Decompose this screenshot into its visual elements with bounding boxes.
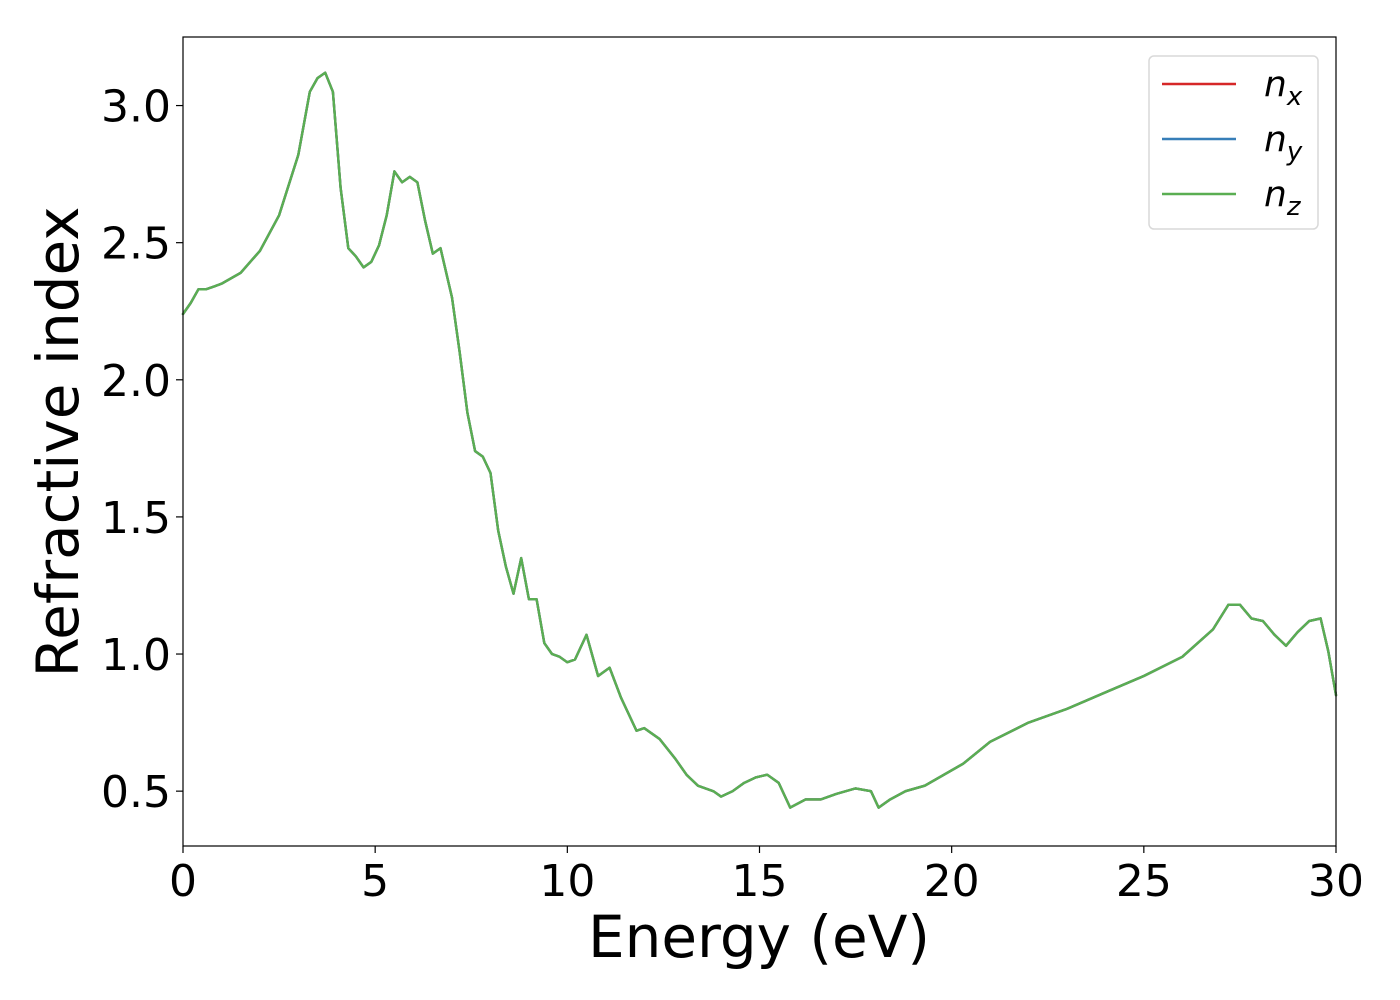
legend: nx ny nz	[1148, 55, 1319, 230]
y-tick-label: 1.5	[101, 493, 171, 544]
series-line-nz	[181, 71, 1338, 809]
legend-label-nz: nz	[1264, 174, 1302, 222]
y-tick-label: 2.0	[101, 356, 171, 407]
x-axis-title: Energy (eV)	[588, 903, 930, 971]
x-tick-label: 15	[732, 856, 788, 907]
x-tick-label: 0	[169, 856, 197, 907]
x-tick-label: 20	[924, 856, 980, 907]
x-tick-label: 30	[1308, 856, 1364, 907]
y-axis-title: Refractive index	[24, 206, 92, 677]
legend-box	[1148, 55, 1319, 230]
legend-label-ny: ny	[1264, 119, 1303, 167]
y-tick-label: 0.5	[101, 767, 171, 818]
y-tick-label: 2.5	[101, 219, 171, 270]
y-axis-ticks: 0.5 1.0 1.5 2.0 2.5 3.0	[101, 82, 183, 818]
x-tick-label: 10	[539, 856, 595, 907]
y-tick-label: 3.0	[101, 82, 171, 133]
legend-label-nx: nx	[1264, 64, 1303, 112]
y-tick-label: 1.0	[101, 630, 171, 681]
x-axis-ticks: 0 5 10 15 20 25 30	[169, 846, 1364, 907]
x-tick-label: 5	[361, 856, 389, 907]
plot-area-frame	[182, 36, 1337, 847]
series-lines	[181, 71, 1338, 809]
x-tick-label: 25	[1116, 856, 1172, 907]
